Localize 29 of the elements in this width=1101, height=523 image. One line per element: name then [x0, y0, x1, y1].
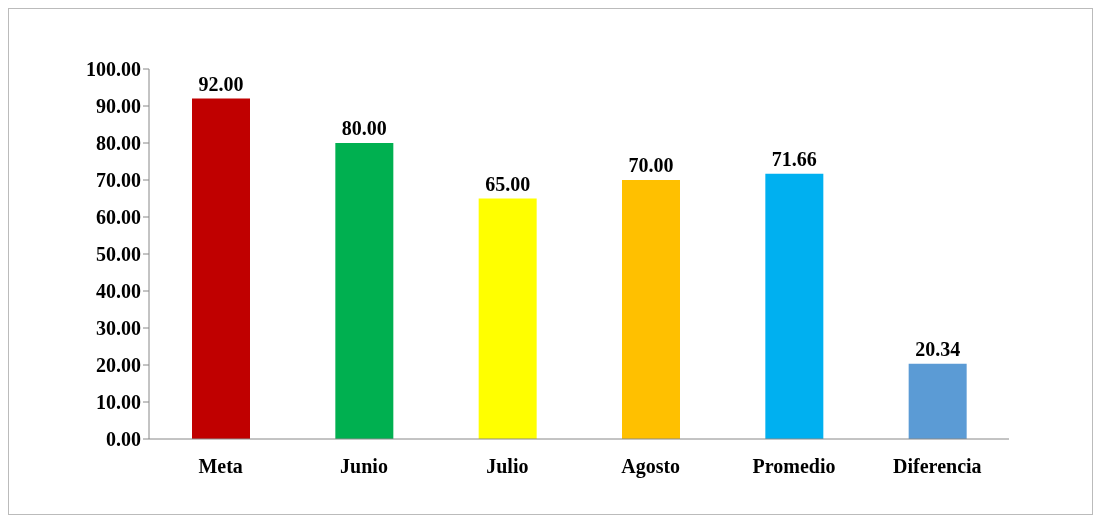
bar [192, 98, 250, 439]
y-tick-label: 0.00 [106, 428, 141, 451]
bar [335, 143, 394, 439]
bar [765, 173, 824, 439]
y-tick-label: 100.00 [86, 58, 141, 81]
bar [478, 198, 537, 439]
x-tick-label: Diferencia [893, 455, 982, 478]
bar [622, 180, 680, 439]
y-tick-label: 10.00 [96, 391, 141, 414]
data-label: 70.00 [628, 154, 674, 176]
x-tick-label: Junio [340, 455, 388, 478]
data-label: 80.00 [341, 117, 387, 139]
x-tick-label: Promedio [752, 455, 836, 478]
y-tick-label: 90.00 [96, 95, 141, 118]
data-label: 20.34 [915, 337, 961, 360]
bar [908, 363, 967, 439]
data-label: 65.00 [485, 172, 531, 195]
x-tick-label: Meta [198, 455, 243, 478]
x-tick-label: Agosto [621, 455, 681, 479]
y-tick-label: 20.00 [96, 354, 141, 377]
data-label: 92.00 [198, 72, 244, 95]
y-tick-label: 50.00 [96, 243, 141, 266]
y-tick-label: 30.00 [96, 317, 141, 340]
y-tick-label: 60.00 [96, 206, 141, 229]
y-tick-label: 80.00 [96, 132, 141, 155]
y-tick-label: 70.00 [96, 169, 141, 192]
x-tick-label: Julio [486, 455, 529, 478]
data-label: 71.66 [771, 147, 817, 170]
y-tick-label: 40.00 [96, 280, 141, 303]
